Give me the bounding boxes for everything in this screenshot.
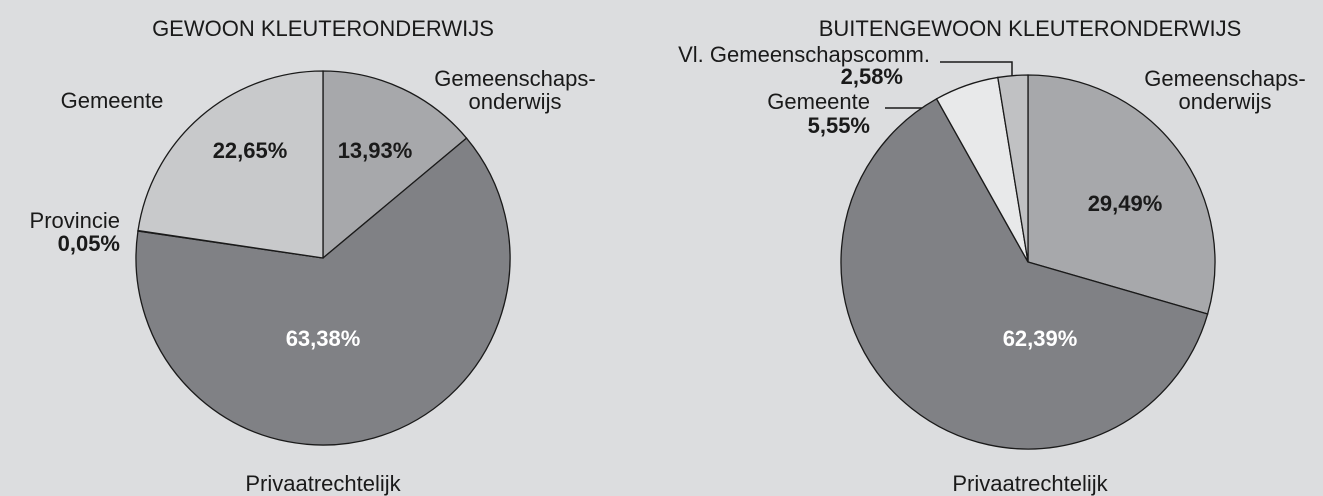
slice-label: Privaatrechtelijk xyxy=(245,471,401,496)
slice-label: Gemeenschaps-onderwijs xyxy=(434,66,595,114)
value-label: 62,39% xyxy=(1003,326,1078,351)
slice-label: Privaatrechtelijk xyxy=(952,471,1108,496)
slice-label: Vl. Gemeenschapscomm. xyxy=(678,42,930,67)
slice-label: Gemeente xyxy=(767,89,870,114)
value-label: 0,05% xyxy=(58,231,120,256)
pie-slice xyxy=(137,70,324,259)
value-label: 29,49% xyxy=(1088,191,1163,216)
pie-slice xyxy=(997,74,1029,263)
pie-slice xyxy=(135,137,511,446)
value-label: 13,93% xyxy=(338,138,413,163)
value-label: 63,38% xyxy=(286,326,361,351)
leader-line xyxy=(940,61,1013,78)
pie-slice xyxy=(840,97,1209,450)
value-label: 5,55% xyxy=(808,113,870,138)
slice-label: Gemeente xyxy=(61,88,164,113)
pie-slice xyxy=(322,70,468,260)
value-label: 22,65% xyxy=(213,138,288,163)
slice-label: Provincie xyxy=(30,208,120,233)
chart-title: BUITENGEWOON KLEUTERONDERWIJS xyxy=(819,16,1242,41)
slice-label: Gemeenschaps-onderwijs xyxy=(1144,66,1305,114)
chart-title: GEWOON KLEUTERONDERWIJS xyxy=(152,16,494,41)
value-label: 2,58% xyxy=(841,64,903,89)
pie-slice xyxy=(1027,74,1216,315)
